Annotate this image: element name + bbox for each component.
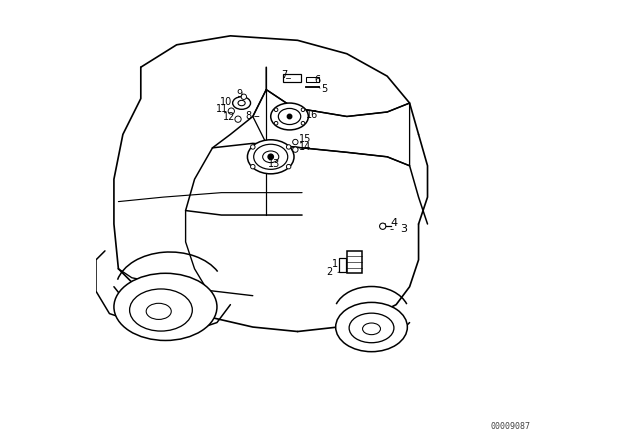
Bar xyxy=(339,258,346,272)
Circle shape xyxy=(380,223,386,229)
Ellipse shape xyxy=(129,289,192,331)
Text: 1: 1 xyxy=(332,259,338,269)
Circle shape xyxy=(275,108,278,112)
Text: 15: 15 xyxy=(298,134,311,144)
Text: 7: 7 xyxy=(281,70,287,80)
Circle shape xyxy=(235,116,241,122)
Circle shape xyxy=(228,108,234,114)
Ellipse shape xyxy=(248,140,294,174)
Ellipse shape xyxy=(349,313,394,343)
Ellipse shape xyxy=(114,273,217,340)
Bar xyxy=(284,74,301,82)
Ellipse shape xyxy=(253,144,288,169)
Circle shape xyxy=(287,114,292,119)
Text: 00009087: 00009087 xyxy=(490,422,531,431)
Ellipse shape xyxy=(271,103,308,130)
Ellipse shape xyxy=(262,151,279,163)
Circle shape xyxy=(241,94,246,99)
Circle shape xyxy=(292,147,298,152)
Text: 12: 12 xyxy=(223,112,236,122)
Circle shape xyxy=(301,108,305,112)
Text: 9: 9 xyxy=(236,89,242,99)
Text: 14: 14 xyxy=(298,142,311,152)
Text: 3: 3 xyxy=(401,224,408,234)
Text: 4: 4 xyxy=(391,218,398,228)
Circle shape xyxy=(250,145,255,149)
Bar xyxy=(306,77,319,82)
Text: 8: 8 xyxy=(246,112,252,121)
Circle shape xyxy=(250,164,255,169)
Text: 2: 2 xyxy=(326,267,332,277)
Ellipse shape xyxy=(238,100,245,106)
Text: 11: 11 xyxy=(216,104,228,114)
Circle shape xyxy=(301,121,305,125)
Text: 13: 13 xyxy=(268,159,280,168)
Circle shape xyxy=(287,164,291,169)
Text: 16: 16 xyxy=(306,110,318,120)
Text: 10: 10 xyxy=(220,97,232,107)
Circle shape xyxy=(275,121,278,125)
Ellipse shape xyxy=(335,302,408,352)
Text: 5: 5 xyxy=(321,84,328,94)
Circle shape xyxy=(287,145,291,149)
Ellipse shape xyxy=(146,303,172,319)
Circle shape xyxy=(292,139,298,145)
Ellipse shape xyxy=(278,108,301,125)
Ellipse shape xyxy=(232,97,250,109)
Text: 6: 6 xyxy=(314,75,320,85)
Circle shape xyxy=(268,154,273,159)
Bar xyxy=(348,251,362,273)
Ellipse shape xyxy=(362,323,380,335)
